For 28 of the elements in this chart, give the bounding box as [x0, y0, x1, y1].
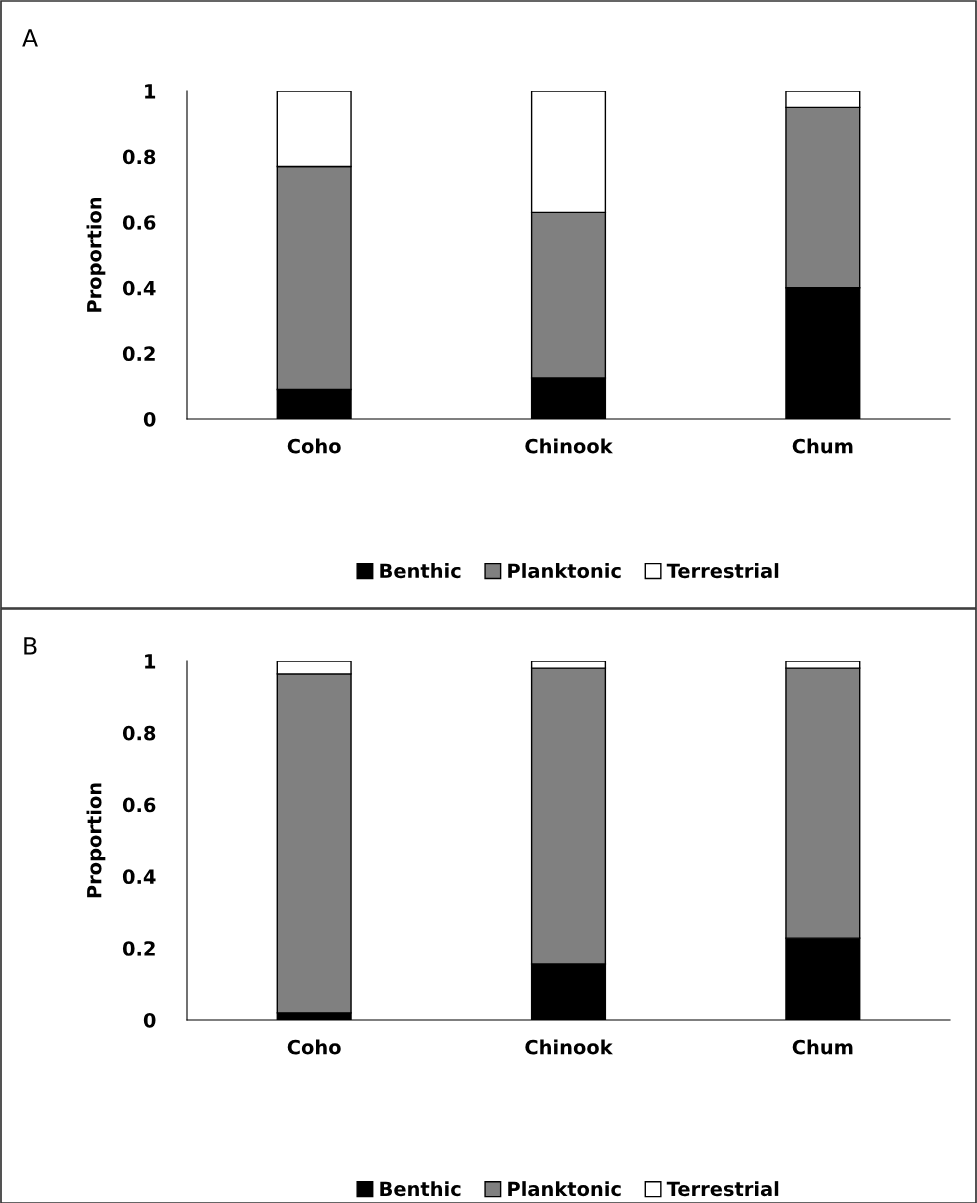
y-tick-label: 0.6: [122, 215, 156, 230]
y-tick-label: 0.4: [122, 280, 156, 296]
y-tick-label: 1: [145, 84, 156, 99]
y-axis-title: Proportion: [86, 197, 106, 312]
legend-label: Benthic: [380, 563, 461, 579]
legend-label: Benthic: [380, 1181, 461, 1197]
y-tick-label: 0.8: [122, 149, 156, 165]
y-tick-label: 0.2: [122, 346, 155, 362]
legend-label: Planktonic: [508, 563, 621, 579]
x-tick-label: Chum: [792, 438, 853, 454]
y-tick-label: 0.6: [122, 797, 156, 813]
y-tick-label: 0.4: [122, 869, 156, 885]
legend-label: Terrestrial: [666, 1181, 779, 1197]
chart-title: B: [24, 637, 37, 655]
x-tick-label: Chinook: [525, 1039, 613, 1055]
x-tick-label: Chum: [792, 1039, 853, 1055]
y-tick-label: 0.2: [122, 941, 155, 956]
y-tick-label: 0: [143, 411, 156, 427]
y-tick-label: 0.8: [122, 725, 156, 741]
chart-title: A: [22, 29, 38, 47]
legend-label: Terrestrial: [666, 563, 779, 579]
y-axis-title: Proportion: [86, 783, 106, 898]
legend-label: Planktonic: [508, 1181, 621, 1197]
x-tick-label: Chinook: [525, 438, 613, 454]
x-tick-label: Coho: [287, 438, 341, 454]
y-tick-label: 1: [145, 654, 156, 669]
y-tick-label: 0: [143, 1012, 156, 1028]
x-tick-label: Coho: [287, 1039, 341, 1055]
